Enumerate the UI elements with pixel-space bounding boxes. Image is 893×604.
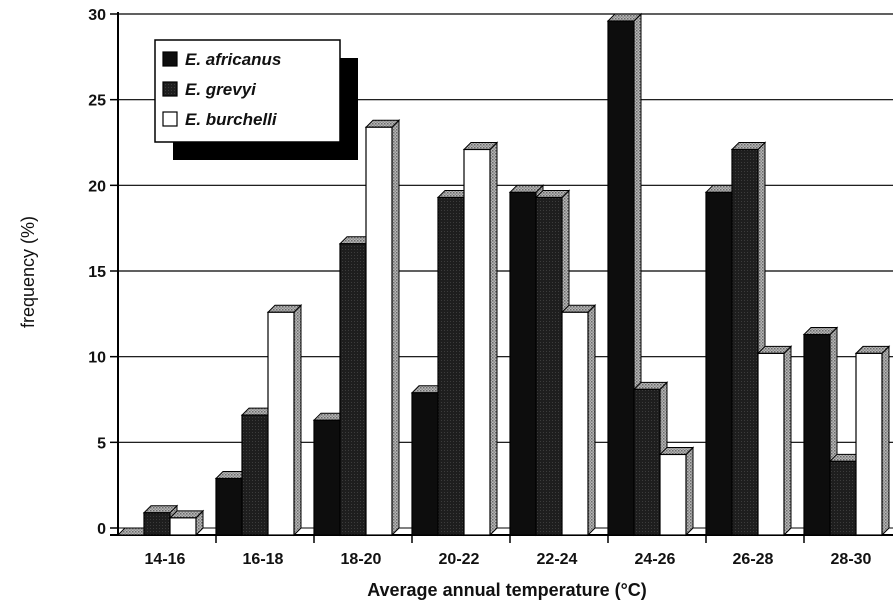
- legend-swatch: [162, 81, 178, 97]
- legend-box: [154, 39, 341, 143]
- y-tick-label: 25: [88, 93, 106, 110]
- bar: [266, 304, 303, 537]
- bar: [658, 446, 695, 537]
- x-tick-label: 24-26: [635, 551, 676, 568]
- legend-label: E. grevyi: [185, 80, 257, 99]
- x-tick-label: 18-20: [341, 551, 382, 568]
- bar: [802, 326, 839, 537]
- y-tick-label: 20: [88, 178, 106, 195]
- legend-swatch: [162, 51, 178, 67]
- bars: [116, 12, 891, 537]
- bar: [364, 119, 401, 537]
- bar: [756, 345, 793, 537]
- x-axis-title: Average annual temperature (°C): [367, 580, 647, 600]
- y-tick-label: 30: [88, 7, 106, 24]
- legend-label: E. burchelli: [185, 110, 278, 129]
- bar: [462, 141, 499, 537]
- x-tick-label: 14-16: [145, 551, 186, 568]
- x-tick-label: 26-28: [733, 551, 774, 568]
- legend: E. africanus E. grevyi E. burchelli: [154, 39, 358, 160]
- bar: [560, 304, 597, 537]
- x-tick-label: 20-22: [439, 551, 480, 568]
- y-tick-label: 10: [88, 350, 106, 367]
- tick-labels: 0 5 10 15 20 25 30 14-16 16-18 18-20 20-22 22-24 24-…: [88, 7, 871, 568]
- x-tick-label: 28-30: [831, 551, 872, 568]
- y-tick-label: 5: [97, 435, 106, 452]
- legend-label: E. africanus: [185, 50, 281, 69]
- x-tick-label: 22-24: [537, 551, 578, 568]
- y-axis-title: frequency (%): [18, 216, 38, 328]
- bar: [168, 509, 205, 537]
- legend-swatch: [162, 111, 178, 127]
- y-tick-label: 0: [97, 521, 106, 538]
- bar: [854, 345, 891, 537]
- x-tick-label: 16-18: [243, 551, 284, 568]
- y-tick-label: 15: [88, 264, 106, 281]
